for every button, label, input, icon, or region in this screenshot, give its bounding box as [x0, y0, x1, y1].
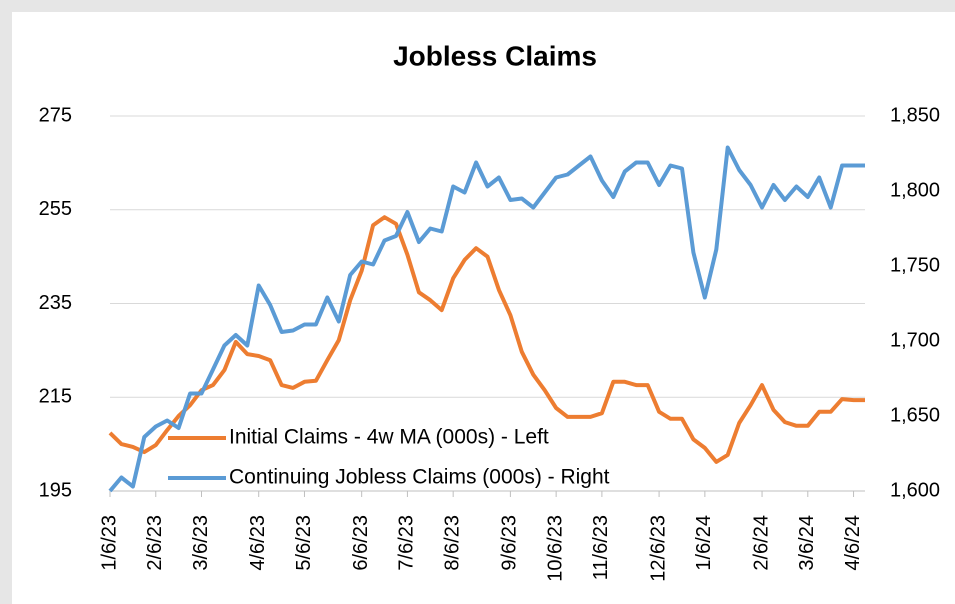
y2-tick-label: 1,700 [890, 329, 940, 351]
y2-tick-label: 1,800 [890, 179, 940, 201]
y2-tick-label: 1,850 [890, 104, 940, 126]
y2-tick-label: 1,750 [890, 254, 940, 276]
y2-tick-label: 1,600 [890, 479, 940, 501]
x-tick-label: 1/6/24 [693, 515, 715, 571]
x-tick-label: 2/6/24 [750, 515, 772, 571]
x-tick-label: 3/6/24 [796, 515, 818, 571]
y-tick-label: 235 [39, 292, 72, 314]
x-tick-label: 4/6/24 [842, 515, 864, 571]
series-line [108, 145, 865, 493]
x-tick-label: 12/6/23 [647, 515, 669, 582]
x-tick-label: 7/6/23 [396, 515, 418, 571]
x-tick-label: 3/6/23 [190, 515, 212, 571]
x-tick-label: 5/6/23 [293, 515, 315, 571]
x-tick-label: 4/6/23 [247, 515, 269, 571]
y-tick-label: 255 [39, 198, 72, 220]
y2-tick-label: 1,650 [890, 404, 940, 426]
y-tick-label: 275 [39, 104, 72, 126]
chart-card [12, 12, 955, 604]
x-tick-label: 10/6/23 [544, 515, 566, 582]
y-tick-label: 195 [39, 479, 72, 501]
x-tick-label: 1/6/23 [98, 515, 120, 571]
x-tick-label: 11/6/23 [590, 515, 612, 580]
x-tick-label: 6/6/23 [350, 515, 372, 571]
x-tick-label: 8/6/23 [441, 515, 463, 571]
chart-title: Jobless Claims [393, 40, 597, 71]
x-tick-label: 2/6/23 [144, 515, 166, 571]
y-tick-label: 215 [39, 386, 72, 408]
series-line [108, 215, 865, 464]
legend-label: Initial Claims - 4w MA (000s) - Left [229, 426, 549, 449]
legend-label: Continuing Jobless Claims (000s) - Right [229, 466, 610, 489]
x-tick-label: 9/6/23 [499, 515, 521, 571]
